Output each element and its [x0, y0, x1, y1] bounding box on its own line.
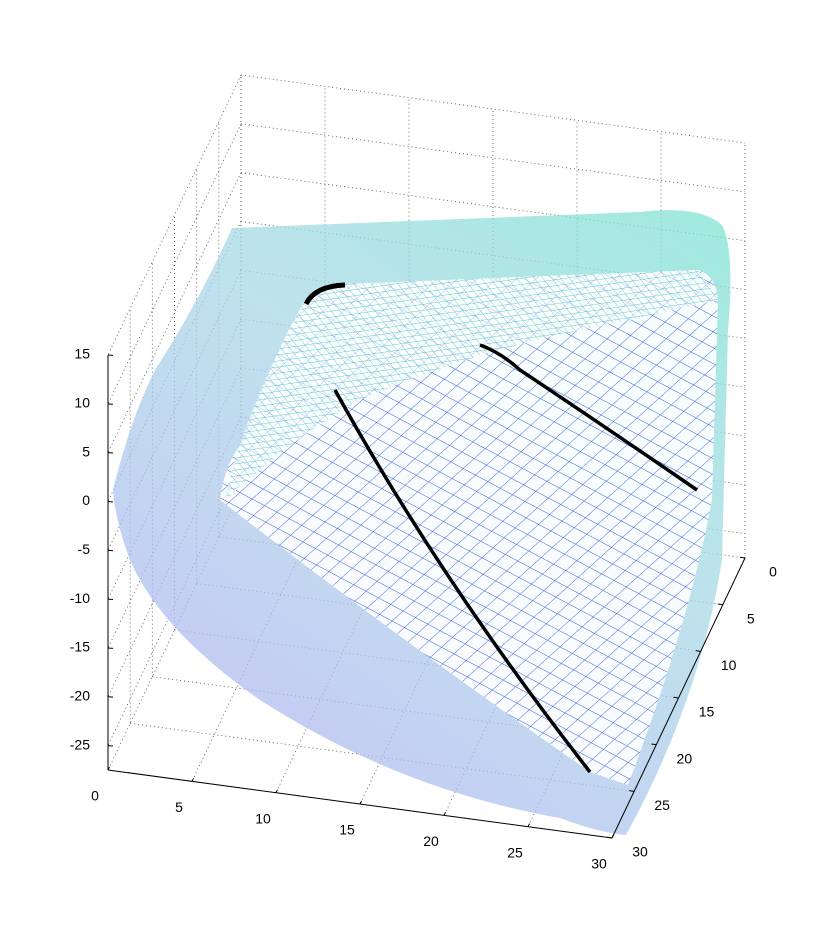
grid-line — [240, 123, 746, 193]
x-tick-label: 30 — [591, 856, 607, 872]
x-tick — [275, 789, 278, 793]
curve — [479, 343, 698, 492]
y-tick — [717, 603, 723, 606]
y-tick-label: 10 — [721, 657, 737, 673]
x-tick-label: 15 — [339, 822, 355, 838]
curve — [303, 282, 346, 306]
y-tick — [673, 696, 679, 699]
x-tick — [359, 800, 362, 805]
y-tick-label: 20 — [677, 750, 693, 766]
y-tick-label: 0 — [769, 564, 777, 580]
z-tick-label: -20 — [70, 687, 90, 703]
y-tick-label: 25 — [654, 797, 670, 813]
z-tick-label: 0 — [82, 492, 90, 508]
grid-line — [240, 74, 746, 144]
x-tick — [191, 778, 194, 782]
z-tick-label: 5 — [82, 443, 90, 459]
x-tick — [527, 823, 530, 827]
y-tick — [651, 743, 657, 746]
x-tick-label: 0 — [91, 788, 99, 804]
y-tick — [629, 790, 635, 792]
y-tick — [739, 556, 746, 559]
axis-line — [107, 769, 613, 839]
x-tick — [443, 812, 446, 816]
grid-line — [152, 676, 657, 746]
z-tick-label: -10 — [70, 590, 90, 606]
curve — [333, 389, 592, 774]
x-tick-label: 5 — [175, 799, 183, 815]
grid-line — [240, 172, 746, 242]
surfaces — [113, 210, 731, 835]
y-tick-label: 5 — [747, 610, 755, 626]
grid-line — [130, 722, 635, 792]
x-tick-label: 10 — [255, 810, 271, 826]
x-tick-label: 25 — [507, 844, 523, 860]
y-tick-label: 30 — [632, 844, 648, 860]
z-tick-label: 15 — [74, 346, 90, 362]
z-tick-label: -25 — [70, 736, 90, 752]
z-tick-label: 10 — [74, 395, 90, 411]
axis-line — [611, 557, 746, 839]
z-tick-label: -15 — [70, 639, 90, 655]
mesh-ridge-lines — [225, 270, 718, 500]
x-tick-label: 20 — [423, 833, 439, 849]
axes: 0 5 10 15 20 25 30 0 5 10 15 20 25 30 -25 -20 -15 -10 -5 0 5… — [70, 346, 777, 872]
y-tick-label: 15 — [699, 704, 715, 720]
z-tick-label: -5 — [78, 541, 91, 557]
y-tick — [695, 650, 701, 652]
